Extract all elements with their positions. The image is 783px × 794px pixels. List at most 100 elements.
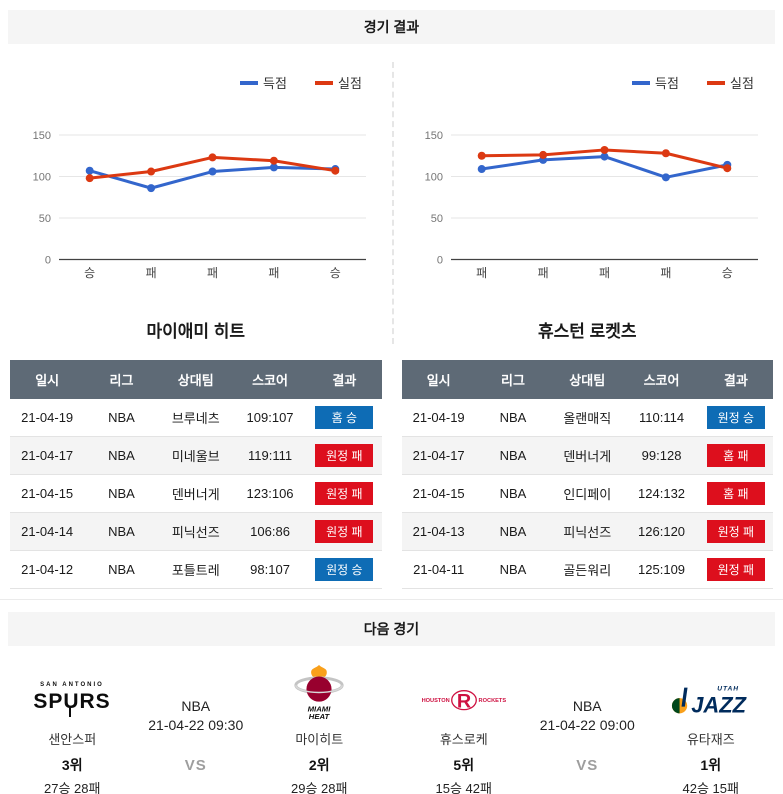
game-row: 21-04-19 NBA 브루네츠 109:107 홈 승 bbox=[10, 399, 382, 437]
team-rank: 2위 bbox=[308, 757, 330, 773]
game-row: 21-04-17 NBA 덴버너게 99:128 홈 패 bbox=[401, 436, 773, 475]
svg-text:MIAMI: MIAMI bbox=[308, 704, 332, 713]
svg-text:SPURS: SPURS bbox=[34, 690, 111, 713]
svg-text:SAN ANTONIO: SAN ANTONIO bbox=[40, 682, 104, 688]
data-point bbox=[661, 149, 670, 158]
data-point bbox=[477, 151, 486, 160]
team-name: 마이히트 bbox=[295, 732, 344, 747]
game-row: 21-04-13 NBA 피닉선즈 126:120 원정 패 bbox=[401, 512, 773, 551]
result-badge: 원정 승 bbox=[315, 558, 374, 581]
team-name: 유타재즈 bbox=[686, 732, 735, 747]
game-date: 21-04-12 bbox=[10, 550, 85, 589]
y-tick-label: 0 bbox=[45, 255, 51, 267]
data-point bbox=[85, 166, 94, 175]
x-tick-label: 승 bbox=[330, 266, 341, 280]
legend-label: 득점 bbox=[263, 76, 287, 91]
miami-score-chart: 0 50 100 150 승 패 패 패 승 득점 실점 bbox=[14, 68, 377, 283]
game-league: NBA bbox=[475, 474, 551, 513]
away-team-logo-box: UTAH JAZZ bbox=[650, 658, 772, 720]
game-score: 110:114 bbox=[624, 399, 699, 437]
game-opponent: 피닉선즈 bbox=[550, 512, 625, 551]
column-header: 상대팀 bbox=[158, 360, 233, 399]
result-badge: 홈 패 bbox=[706, 482, 765, 505]
matchup: SAN ANTONIO SPURS 샌안스퍼 3위 27승 28패 NBA 21-04-22… bbox=[0, 658, 392, 794]
game-result-cell: 원정 패 bbox=[698, 512, 773, 551]
game-opponent: 골든워리 bbox=[550, 550, 625, 589]
result-badge: 원정 패 bbox=[706, 520, 765, 543]
game-datetime: 21-04-22 09:00 bbox=[539, 717, 635, 733]
table-body: 21-04-19 NBA 올랜매직 110:114 원정 승 21-04-17 NBA 덴버너… bbox=[401, 399, 773, 589]
game-date: 21-04-13 bbox=[401, 512, 476, 551]
game-result-cell: 홈 승 bbox=[307, 399, 382, 437]
game-datetime: 21-04-22 09:30 bbox=[148, 717, 244, 733]
team-record: 27승 28패 bbox=[44, 781, 101, 794]
y-tick-label: 0 bbox=[437, 255, 443, 267]
game-league: NBA bbox=[84, 550, 159, 589]
league-label: NBA bbox=[572, 698, 602, 714]
data-point bbox=[147, 184, 156, 193]
data-point bbox=[538, 150, 547, 159]
column-header: 결과 bbox=[307, 360, 382, 399]
svg-text:HOUSTON: HOUSTON bbox=[421, 698, 449, 704]
game-row: 21-04-17 NBA 미네울브 119:111 원정 패 bbox=[10, 436, 382, 475]
game-league: NBA bbox=[475, 436, 551, 475]
result-badge: 홈 패 bbox=[706, 444, 765, 467]
home-team-logo-box: HOUSTON ROCKETS R bbox=[403, 658, 525, 720]
game-opponent: 덴버너게 bbox=[550, 436, 625, 475]
data-point bbox=[208, 167, 217, 176]
team-record: 15승 42패 bbox=[435, 781, 492, 794]
miami-results-table: 일시 리그 상대팀 스코어 결과 21-04-19 NBA 브루네츠 109:107 홈 승 21-… bbox=[0, 360, 392, 589]
game-date: 21-04-14 bbox=[10, 512, 85, 551]
game-row: 21-04-15 NBA 인디페이 124:132 홈 패 bbox=[401, 474, 773, 513]
game-row: 21-04-19 NBA 올랜매직 110:114 원정 승 bbox=[401, 399, 773, 437]
game-league: NBA bbox=[84, 474, 159, 513]
line-chart: 0 50 100 150 패 패 패 패 승 득점 실점 bbox=[424, 76, 758, 280]
game-result-cell: 원정 패 bbox=[307, 436, 382, 475]
game-result-cell: 원정 승 bbox=[307, 550, 382, 589]
game-score: 98:107 bbox=[232, 550, 308, 589]
game-date: 21-04-19 bbox=[401, 399, 476, 437]
data-point bbox=[270, 156, 279, 165]
x-tick-label: 패 bbox=[146, 266, 157, 280]
game-date: 21-04-17 bbox=[401, 436, 476, 475]
game-opponent: 미네울브 bbox=[158, 436, 233, 475]
vs-label: VS bbox=[576, 757, 599, 774]
recent-games-table: 일시 리그 상대팀 스코어 결과 21-04-19 NBA 브루네츠 109:107 홈 승 21-… bbox=[10, 360, 382, 589]
table-body: 21-04-19 NBA 브루네츠 109:107 홈 승 21-04-17 NBA 미네울브… bbox=[10, 399, 382, 589]
game-date: 21-04-15 bbox=[401, 474, 476, 513]
game-opponent: 올랜매직 bbox=[550, 399, 625, 437]
result-badge: 홈 승 bbox=[315, 406, 374, 429]
game-league: NBA bbox=[475, 512, 551, 551]
game-league: NBA bbox=[84, 436, 159, 475]
game-result-cell: 원정 승 bbox=[698, 399, 773, 437]
vs-label: VS bbox=[184, 757, 207, 774]
legend-label: 실점 bbox=[730, 76, 754, 91]
x-tick-label: 승 bbox=[722, 266, 733, 280]
right-team-title: 휴스턴 로켓츠 bbox=[537, 322, 637, 341]
y-tick-label: 150 bbox=[33, 130, 51, 142]
data-point bbox=[600, 145, 609, 154]
game-opponent: 브루네츠 bbox=[158, 399, 233, 437]
team-name: 휴스로케 bbox=[439, 732, 488, 747]
away-team-col: UTAH JAZZ 유타재즈 1위 42승 15패 bbox=[650, 658, 772, 794]
matchup: HOUSTON ROCKETS R 휴스로케 5위 15승 42패 NBA 21-04-22 … bbox=[392, 658, 783, 794]
team-rank: 3위 bbox=[61, 757, 83, 773]
x-tick-label: 패 bbox=[476, 266, 487, 280]
results-section-header: 경기 결과 bbox=[8, 10, 775, 44]
column-header: 일시 bbox=[401, 360, 476, 399]
houston-score-chart: 0 50 100 150 패 패 패 패 승 득점 실점 bbox=[406, 68, 769, 283]
game-score: 124:132 bbox=[624, 474, 699, 513]
team-name: 샌안스퍼 bbox=[48, 732, 97, 747]
game-score: 99:128 bbox=[624, 436, 699, 475]
data-point bbox=[600, 152, 609, 161]
column-header: 결과 bbox=[698, 360, 773, 399]
game-opponent: 포틀트레 bbox=[158, 550, 233, 589]
header-row: 일시 리그 상대팀 스코어 결과 bbox=[401, 360, 773, 399]
recent-games-table: 일시 리그 상대팀 스코어 결과 21-04-19 NBA 올랜매직 110:114 원정 승 21… bbox=[401, 360, 773, 589]
section-divider bbox=[0, 599, 783, 600]
game-score: 125:109 bbox=[624, 550, 699, 589]
line-chart: 0 50 100 150 승 패 패 패 승 득점 실점 bbox=[33, 76, 367, 280]
